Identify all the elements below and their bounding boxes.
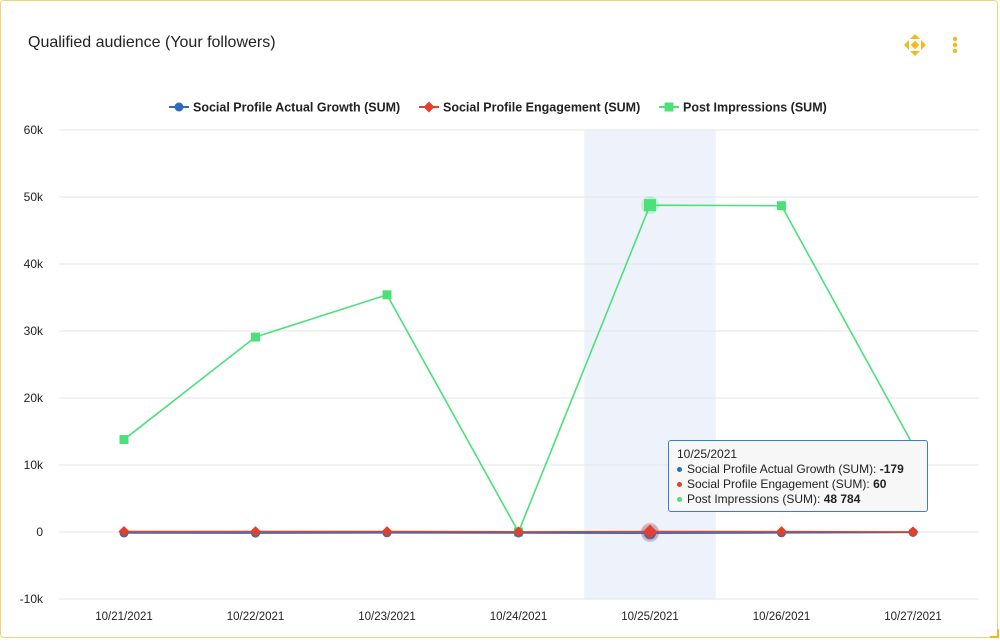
x-tick-label: 10/24/2021 (490, 611, 548, 623)
tooltip-row: Social Profile Engagement (SUM): 60 (677, 477, 919, 492)
data-point (250, 526, 261, 538)
dot-icon (677, 467, 682, 473)
legend-marker (423, 101, 435, 113)
dot-icon (677, 482, 682, 488)
y-tick-label: 30k (24, 324, 44, 338)
legend-label: Social Profile Engagement (SUM) (443, 101, 640, 115)
x-tick-label: 10/21/2021 (95, 611, 153, 623)
data-point (513, 526, 524, 538)
data-point (251, 332, 260, 342)
data-point (776, 526, 787, 538)
x-tick-label: 10/26/2021 (753, 611, 811, 623)
y-tick-label: 40k (24, 257, 44, 271)
chart-title: Qualified audience (Your followers) (28, 34, 276, 51)
y-tick-label: 50k (24, 190, 44, 204)
vertical-dots-icon[interactable] (951, 36, 959, 54)
legend-label: Social Profile Actual Growth (SUM) (193, 101, 400, 115)
x-tick-label: 10/23/2021 (358, 611, 416, 623)
data-point (643, 524, 657, 539)
legend-marker (174, 102, 184, 112)
tooltip-row: Post Impressions (SUM): 48 784 (677, 492, 919, 507)
dot-icon (677, 497, 682, 503)
data-point (907, 526, 919, 538)
data-point (381, 526, 393, 538)
data-point (382, 290, 392, 300)
data-point (118, 526, 130, 538)
data-point (777, 201, 786, 211)
y-tick-label: -10k (20, 592, 44, 606)
x-tick-label: 10/27/2021 (884, 611, 942, 623)
resize-handle[interactable] (990, 629, 999, 638)
tooltip-date: 10/25/2021 (677, 447, 738, 461)
y-tick-label: 10k (24, 458, 44, 472)
data-point (119, 435, 129, 445)
tooltip: 10/25/2021 Social Profile Actual Growth … (668, 440, 928, 512)
y-tick-label: 20k (24, 391, 44, 405)
x-tick-label: 10/25/2021 (621, 611, 679, 623)
tooltip-row: Social Profile Actual Growth (SUM): -179 (677, 462, 919, 477)
y-tick-label: 60k (24, 123, 44, 137)
x-tick-label: 10/22/2021 (227, 611, 285, 623)
legend-label: Post Impressions (SUM) (683, 101, 827, 115)
data-point (644, 199, 656, 212)
legend-marker (664, 102, 674, 112)
move-arrows-icon[interactable] (903, 33, 927, 57)
y-tick-label: 0 (36, 525, 43, 539)
